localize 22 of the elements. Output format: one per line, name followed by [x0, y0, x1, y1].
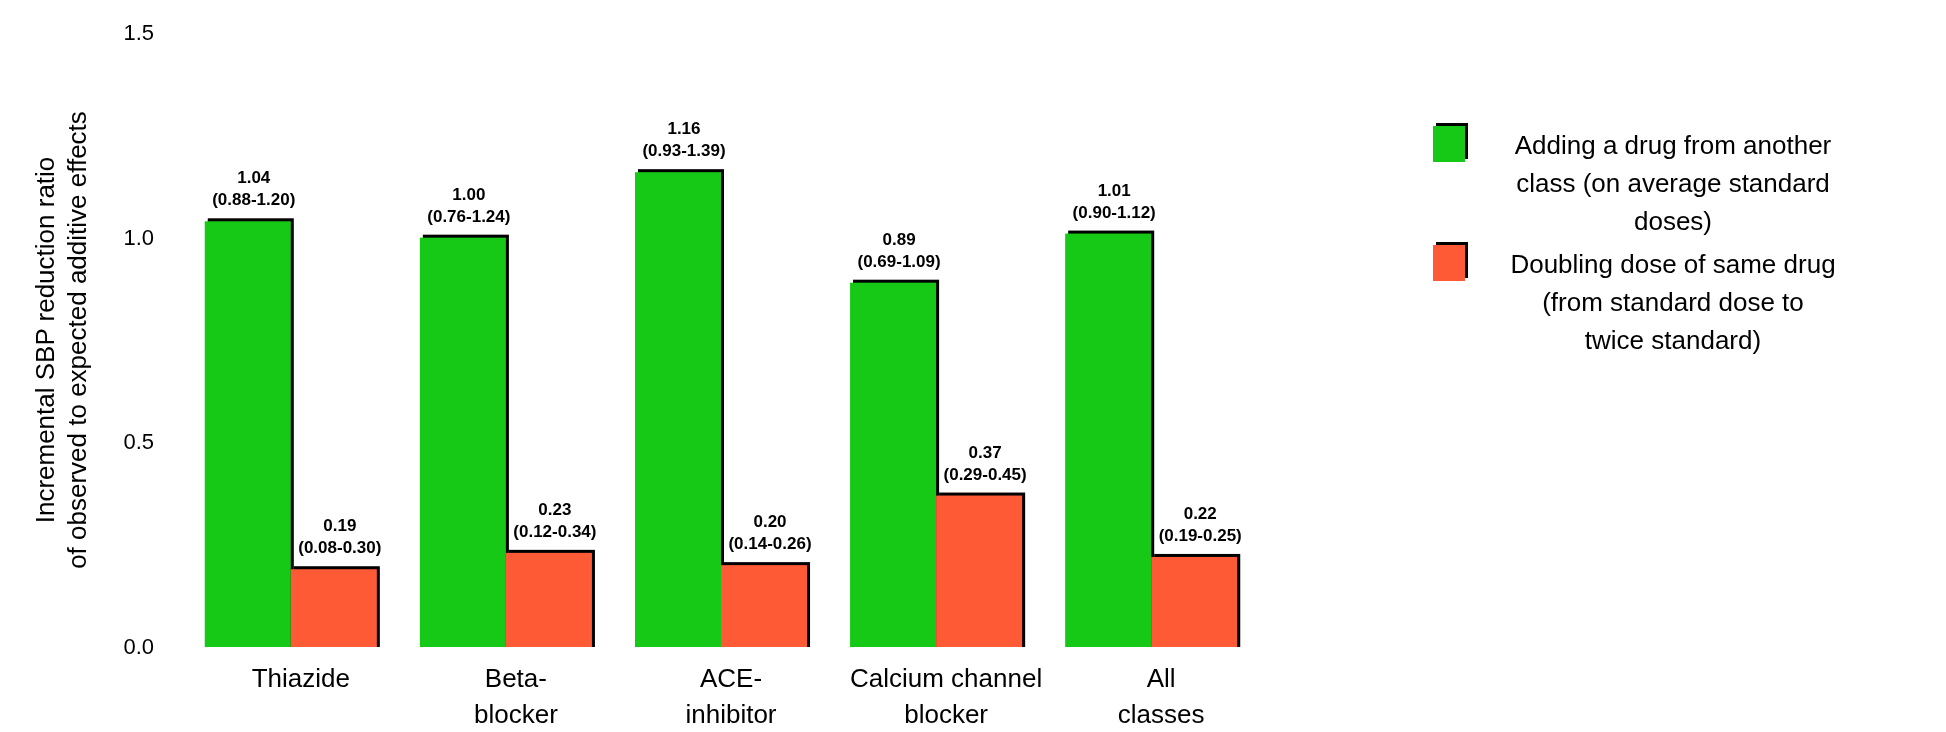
x-tick-label: Thiazide: [251, 663, 350, 693]
x-tick-label: ACE- inhibitor: [685, 663, 777, 729]
y-tick-label: 0.5: [123, 429, 154, 455]
data-label: 0.37 (0.29-0.45): [943, 442, 1027, 484]
data-label: 0.23 (0.12-0.34): [513, 499, 597, 541]
data-label: 1.00 (0.76-1.24): [427, 184, 511, 226]
data-label: 0.19 (0.08-0.30): [298, 516, 382, 558]
legend-label: Adding a drug from another class (on average standard doses): [1514, 130, 1832, 236]
data-label: 0.22 (0.19-0.25): [1158, 503, 1242, 545]
data-label: 1.04 (0.88-1.20): [212, 168, 296, 210]
legend-label: Doubling dose of same drug (from standard dose to twice standard): [1510, 249, 1836, 355]
y-tick-label: 1.0: [123, 224, 154, 250]
y-tick-label: 0.0: [123, 634, 154, 659]
data-label: 1.16 (0.93-1.39): [642, 119, 726, 161]
data-label: 0.89 (0.69-1.09): [857, 229, 941, 271]
x-tick-label: Calcium channel blocker: [849, 663, 1043, 729]
x-tick-label: Beta- blocker: [473, 663, 559, 729]
y-tick-label: 1.5: [123, 20, 154, 45]
data-label: 0.20 (0.14-0.26): [728, 512, 812, 554]
x-tick-label: All classes: [1117, 663, 1205, 729]
data-label: 1.01 (0.90-1.12): [1072, 180, 1156, 222]
y-axis-title: Incremental SBP reduction ratio of observed to expected additive effects: [30, 111, 92, 569]
